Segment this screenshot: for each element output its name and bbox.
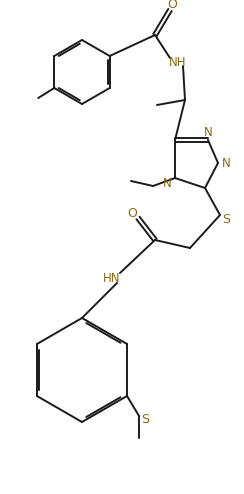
Text: N: N [222,157,230,169]
Text: S: S [141,412,149,425]
Text: HN: HN [103,272,121,285]
Text: O: O [127,206,137,219]
Text: S: S [222,212,230,225]
Text: N: N [163,176,171,190]
Text: N: N [204,125,212,138]
Text: NH: NH [169,55,187,69]
Text: O: O [167,0,177,10]
